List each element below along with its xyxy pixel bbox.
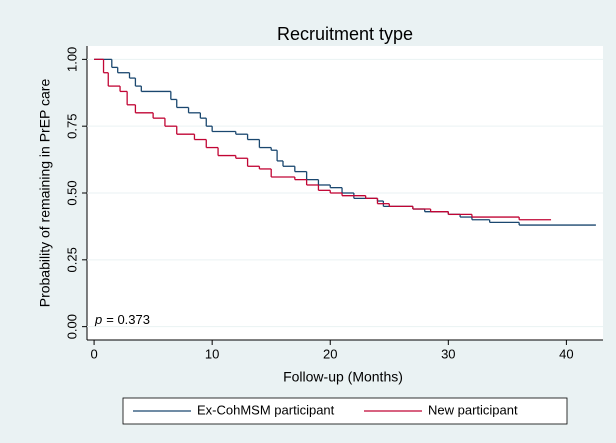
x-axis-label: Follow-up (Months) (283, 369, 403, 385)
legend-box (122, 397, 568, 425)
legend-label: New participant (428, 402, 518, 417)
y-tick-label: 1.00 (64, 47, 79, 72)
y-axis-label: Probability of remaining in PrEP care (37, 79, 53, 308)
chart-title: Recruitment type (277, 24, 413, 44)
annotation: p = 0.373 (94, 312, 150, 327)
x-tick-label: 20 (323, 346, 337, 361)
annotation-text: = 0.373 (106, 312, 150, 327)
y-tick-label: 0.50 (64, 180, 79, 205)
legend-label: Ex-CohMSM participant (197, 402, 335, 417)
x-tick-label: 10 (205, 346, 219, 361)
y-tick-label: 0.00 (64, 314, 79, 339)
x-tick-label: 0 (90, 346, 97, 361)
x-tick-label: 40 (559, 346, 573, 361)
x-tick-label: 30 (441, 346, 455, 361)
annotation-italic: p (94, 312, 102, 327)
y-tick-label: 0.25 (64, 247, 79, 272)
y-tick-label: 0.75 (64, 114, 79, 139)
